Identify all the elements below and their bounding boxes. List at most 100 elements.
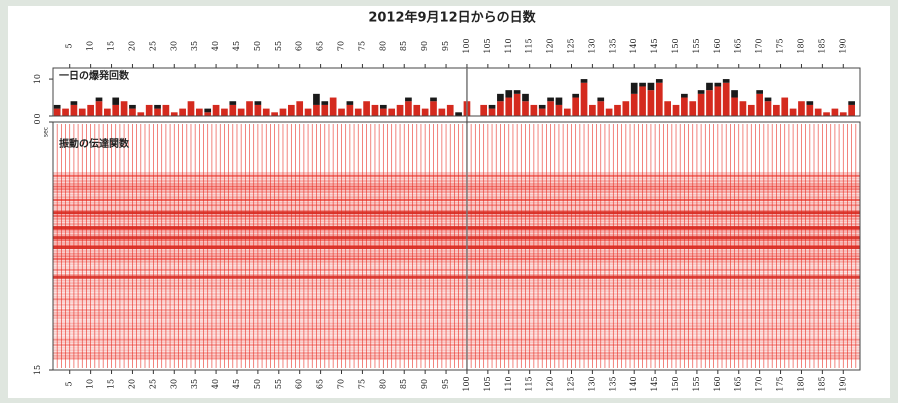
bar [514,94,521,116]
bar [572,98,579,116]
bar [489,109,496,116]
bar [430,101,437,116]
bar [848,105,855,116]
bar [639,86,646,116]
bar [798,101,805,116]
bar [196,109,203,116]
bar [706,83,713,90]
bar [547,98,554,102]
x-tick-label: 105 [483,38,492,53]
y-tick-label: 10 [33,74,42,84]
bar [129,109,136,116]
bar [188,101,195,116]
bar [823,112,830,116]
bar [413,105,420,116]
bar [656,79,663,83]
bar [497,94,504,101]
bar [238,109,245,116]
x-tick-label: 50 [253,41,262,51]
x-tick-label: 175 [776,38,785,53]
bar [723,79,730,83]
bar [505,90,512,97]
bar [363,101,370,116]
bar [255,105,262,116]
x-tick-label: 5 [65,43,74,48]
bar [748,105,755,116]
bar [581,79,588,83]
bar [296,101,303,116]
bar [681,94,688,98]
bar [321,101,328,105]
bar [539,109,546,116]
bar [87,105,94,116]
x-tick-label: 55 [274,41,283,51]
bar [171,112,178,116]
x-tick-label: 130 [587,38,596,53]
bar [756,94,763,116]
x-tick-label: 160 [713,376,722,391]
bar [388,109,395,116]
bar [380,109,387,116]
bar [163,105,170,116]
bar [731,90,738,97]
x-tick-label: 20 [127,379,136,389]
bar [146,105,153,116]
x-tick-label: 40 [211,41,220,51]
bar [698,94,705,116]
x-tick-label: 110 [504,38,513,53]
bar [422,109,429,116]
y-tick-label: 0 [33,119,42,124]
x-tick-label: 65 [316,41,325,51]
bar [104,109,111,116]
bar [756,90,763,94]
bar [455,112,462,116]
x-tick-label: 140 [629,38,638,53]
bar [648,90,655,116]
bar [714,86,721,116]
x-tick-label: 185 [817,38,826,53]
x-tick-label: 155 [692,376,701,391]
x-tick-label: 75 [357,41,366,51]
bar [832,109,839,116]
bar [54,105,61,109]
x-tick-label: 95 [441,41,450,51]
x-tick-label: 170 [755,376,764,391]
bar [221,109,228,116]
x-tick-label: 190 [838,38,847,53]
y-axis-label: sec [43,127,50,137]
panel-title: 振動の伝達関数 [59,137,130,150]
bar [154,105,161,109]
x-tick-label: 30 [169,379,178,389]
bar [246,101,253,116]
bar [597,98,604,102]
x-tick-label: 80 [378,41,387,51]
bar [137,112,144,116]
bar [547,101,554,116]
bar [305,109,312,116]
bar [539,105,546,109]
bar [581,83,588,116]
x-tick-label: 80 [378,379,387,389]
bar [689,101,696,116]
bar [280,109,287,116]
bar [631,94,638,116]
x-tick-label: 85 [399,41,408,51]
x-tick-label: 55 [274,379,283,389]
bar [556,98,563,105]
x-tick-label: 165 [734,376,743,391]
panel-title: 一日の爆発回数 [59,69,130,82]
x-tick-label: 135 [608,376,617,391]
x-tick-label: 65 [316,379,325,389]
bar [121,101,128,116]
x-tick-label: 180 [796,376,805,391]
x-tick-label: 125 [566,376,575,391]
x-tick-label: 50 [253,379,262,389]
bar [556,105,563,116]
x-tick-label: 5 [65,381,74,386]
bar [572,94,579,98]
x-tick-label: 175 [776,376,785,391]
bar [656,83,663,116]
bar [840,112,847,116]
x-tick-label: 45 [232,41,241,51]
x-tick-label: 130 [587,376,596,391]
